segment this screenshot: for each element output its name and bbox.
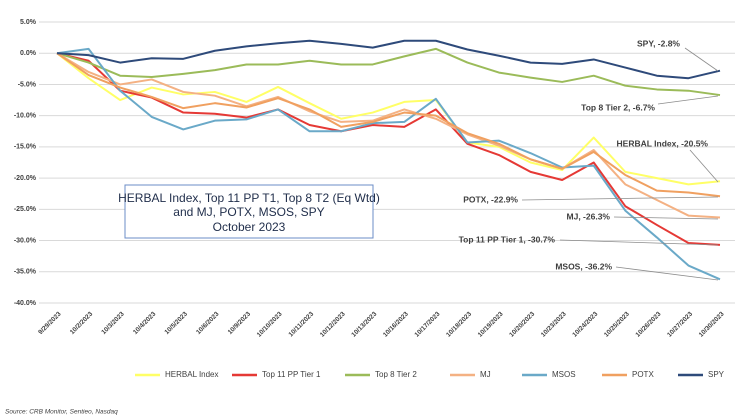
- x-tick-label: 10/18/2023: [445, 310, 473, 338]
- annotation: MSOS, -36.2%: [555, 261, 612, 271]
- x-tick-label: 9/29/2023: [37, 310, 63, 336]
- x-tick-label: 10/30/2023: [698, 310, 726, 338]
- y-tick-label: -30.0%: [14, 237, 37, 244]
- series-line: [56, 52, 721, 186]
- chart-title: October 2023: [213, 220, 286, 234]
- series-line: [56, 47, 721, 281]
- legend-label: SPY: [708, 370, 725, 379]
- title-box: [124, 184, 374, 239]
- leader-line: [559, 239, 719, 246]
- leader-line: [613, 216, 719, 220]
- legend-label: MSOS: [552, 370, 576, 379]
- x-tick-label: 10/4/2023: [132, 310, 158, 336]
- x-tick-label: 10/23/2023: [540, 310, 568, 338]
- y-tick-label: -5.0%: [18, 81, 37, 88]
- leader-line: [521, 196, 719, 201]
- legend-label: HERBAL Index: [165, 370, 219, 379]
- y-tick-label: 5.0%: [20, 19, 37, 26]
- series-line: [56, 47, 721, 97]
- y-tick-label: -15.0%: [14, 144, 37, 151]
- leader-line: [689, 149, 719, 183]
- x-tick-label: 10/2/2023: [69, 310, 95, 336]
- chart-title: and MJ, POTX, MSOS, SPY: [173, 205, 324, 219]
- legend-label: POTX: [632, 370, 654, 379]
- x-tick-label: 10/6/2023: [195, 310, 221, 336]
- x-tick-label: 10/27/2023: [666, 310, 694, 338]
- annotation: MJ, -26.3%: [567, 211, 611, 221]
- x-tick-label: 10/19/2023: [477, 310, 505, 338]
- x-tick-label: 10/17/2023: [414, 310, 442, 338]
- annotation: POTX, -22.9%: [463, 194, 518, 204]
- x-tick-label: 10/24/2023: [571, 310, 599, 338]
- x-tick-label: 10/3/2023: [100, 310, 126, 336]
- annotation: SPY, -2.8%: [637, 38, 680, 48]
- series-line: [56, 52, 721, 219]
- y-tick-label: -20.0%: [14, 175, 37, 182]
- series-line: [56, 39, 721, 80]
- x-tick-label: 10/26/2023: [635, 310, 663, 338]
- leader-line: [657, 95, 719, 105]
- x-tick-label: 10/13/2023: [350, 310, 378, 338]
- y-tick-label: -10.0%: [14, 113, 37, 120]
- leader-line: [615, 266, 719, 281]
- x-tick-label: 10/12/2023: [319, 310, 347, 338]
- annotation: Top 11 PP Tier 1, -30.7%: [459, 234, 556, 244]
- x-tick-label: 10/16/2023: [382, 310, 410, 338]
- x-tick-label: 10/10/2023: [256, 310, 284, 338]
- legend-label: Top 11 PP Tier 1: [262, 370, 321, 379]
- y-tick-label: 0.0%: [20, 50, 37, 57]
- chart-title: HERBAL Index, Top 11 PP T1, Top 8 T2 (Eq…: [118, 191, 380, 205]
- x-tick-label: 10/9/2023: [227, 310, 253, 336]
- series-line: [56, 52, 721, 246]
- x-tick-label: 10/5/2023: [164, 310, 190, 336]
- legend-label: MJ: [480, 370, 491, 379]
- x-tick-label: 10/25/2023: [603, 310, 631, 338]
- x-tick-label: 10/20/2023: [508, 310, 536, 338]
- legend-label: Top 8 Tier 2: [375, 370, 417, 379]
- annotation: HERBAL Index, -20.5%: [617, 138, 709, 148]
- series-line: [56, 52, 721, 198]
- y-tick-label: -40.0%: [14, 300, 37, 307]
- y-tick-label: -25.0%: [14, 206, 37, 213]
- y-tick-label: -35.0%: [14, 269, 37, 276]
- x-tick-label: 10/11/2023: [287, 310, 315, 338]
- source: Source: CRB Monitor, Sentieo, Nasdaq: [5, 409, 118, 416]
- annotation: Top 8 Tier 2, -6.7%: [581, 102, 655, 112]
- leader-line: [684, 47, 719, 72]
